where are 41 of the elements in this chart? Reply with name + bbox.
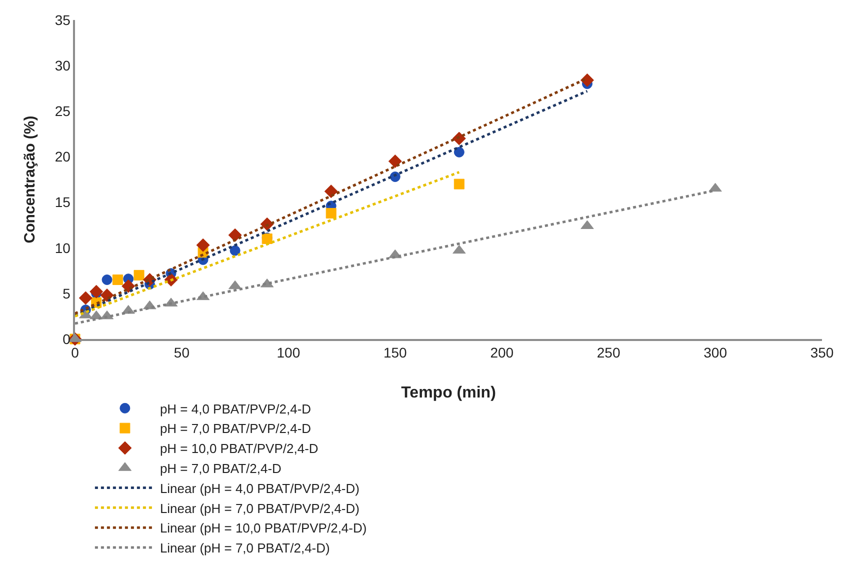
legend-label: pH = 10,0 PBAT/PVP/2,4-D bbox=[160, 441, 318, 456]
point bbox=[78, 291, 92, 305]
point bbox=[134, 270, 144, 280]
y-tick-label: 20 bbox=[54, 148, 71, 165]
point bbox=[102, 274, 112, 286]
point bbox=[196, 238, 210, 252]
y-axis-title: Concentração (%) bbox=[22, 116, 38, 244]
x-tick-label: 150 bbox=[383, 344, 408, 361]
y-tick-label: 5 bbox=[62, 285, 71, 302]
legend-label: Linear (pH = 7,0 PBAT/PVP/2,4-D) bbox=[160, 500, 360, 516]
point bbox=[388, 154, 402, 168]
point bbox=[580, 73, 594, 87]
x-tick-label: 250 bbox=[596, 344, 620, 361]
legend-label: Linear (pH = 7,0 PBAT/2,4-D) bbox=[160, 540, 330, 556]
x-tick-label: 350 bbox=[810, 344, 834, 361]
point bbox=[708, 182, 722, 192]
legend-label: Linear (pH = 10,0 PBAT/PVP/2,4-D) bbox=[160, 520, 367, 536]
point bbox=[452, 244, 466, 254]
y-tick-label: 25 bbox=[54, 103, 71, 120]
x-tick-label: 50 bbox=[174, 344, 190, 361]
y-tick-label: 0 bbox=[62, 330, 71, 347]
point bbox=[90, 284, 104, 298]
point bbox=[326, 208, 336, 218]
legend-label: pH = 4,0 PBAT/PVP/2,4-D bbox=[160, 401, 312, 416]
point bbox=[454, 178, 464, 190]
y-tick-label: 15 bbox=[54, 194, 71, 210]
x-tick-label: 300 bbox=[704, 344, 728, 361]
point bbox=[454, 146, 464, 158]
legend-label: pH = 7,0 PBAT/PVP/2,4-D bbox=[160, 421, 312, 436]
point bbox=[324, 184, 338, 198]
x-tick-label: 200 bbox=[490, 344, 514, 361]
x-tick-label: 100 bbox=[276, 344, 300, 361]
point bbox=[230, 245, 240, 256]
point bbox=[228, 228, 242, 242]
point bbox=[112, 274, 123, 286]
y-tick-label: 35 bbox=[54, 12, 71, 28]
y-tick-label: 10 bbox=[54, 240, 71, 256]
x-axis-title: Tempo (min) bbox=[401, 384, 496, 402]
legend-label: pH = 7,0 PBAT/2,4-D bbox=[160, 460, 282, 476]
y-tick-label: 30 bbox=[54, 57, 71, 74]
legend-label: Linear (pH = 4,0 PBAT/PVP/2,4-D) bbox=[160, 480, 360, 496]
